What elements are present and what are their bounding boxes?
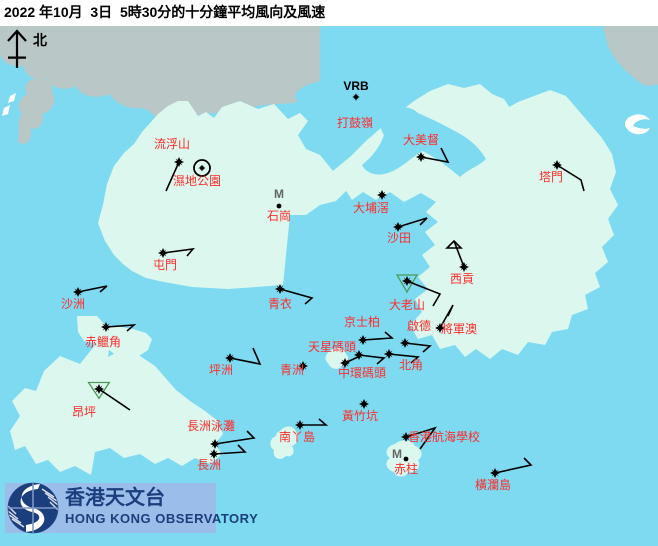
svg-text:將軍澳: 將軍澳 <box>441 321 477 336</box>
svg-text:香港天文台: 香港天文台 <box>65 485 165 509</box>
svg-text:青衣: 青衣 <box>268 296 292 311</box>
svg-text:石崗: 石崗 <box>267 209 291 223</box>
svg-text:屯門: 屯門 <box>153 258 177 272</box>
svg-text:大老山: 大老山 <box>389 298 425 312</box>
svg-text:北角: 北角 <box>399 358 423 372</box>
svg-text:香港航海學校: 香港航海學校 <box>408 429 480 444</box>
svg-text:長洲泳灘: 長洲泳灘 <box>187 419 235 433</box>
svg-text:VRB: VRB <box>343 79 369 93</box>
svg-text:M: M <box>392 447 402 461</box>
svg-text:北: 北 <box>33 32 47 48</box>
svg-text:黃竹坑: 黃竹坑 <box>342 408 378 423</box>
svg-text:打鼓嶺: 打鼓嶺 <box>337 116 373 130</box>
svg-text:流浮山: 流浮山 <box>154 137 190 151</box>
svg-text:沙田: 沙田 <box>387 231 411 245</box>
svg-text:HONG KONG OBSERVATORY: HONG KONG OBSERVATORY <box>65 511 258 526</box>
svg-text:濕地公園: 濕地公園 <box>173 174 221 188</box>
svg-text:沙洲: 沙洲 <box>61 297 85 311</box>
svg-text:啟德: 啟德 <box>407 318 431 333</box>
svg-text:塔門: 塔門 <box>539 170 563 184</box>
svg-text:青洲: 青洲 <box>280 363 304 377</box>
svg-text:京士柏: 京士柏 <box>344 314 380 329</box>
svg-text:赤鱲角: 赤鱲角 <box>85 335 121 349</box>
svg-text:中環碼頭: 中環碼頭 <box>338 365 386 380</box>
svg-text:大埔滘: 大埔滘 <box>353 201 389 215</box>
svg-text:天星碼頭: 天星碼頭 <box>308 340 356 354</box>
svg-text:長洲: 長洲 <box>197 458 221 472</box>
svg-text:大美督: 大美督 <box>403 132 439 147</box>
svg-text:坪洲: 坪洲 <box>209 363 233 377</box>
svg-text:南丫島: 南丫島 <box>279 429 315 444</box>
svg-text:M: M <box>274 187 284 201</box>
svg-text:昂坪: 昂坪 <box>72 405 96 419</box>
svg-text:橫瀾島: 橫瀾島 <box>475 477 511 492</box>
svg-text:赤柱: 赤柱 <box>394 461 418 476</box>
svg-text:西貢: 西貢 <box>450 272 474 286</box>
